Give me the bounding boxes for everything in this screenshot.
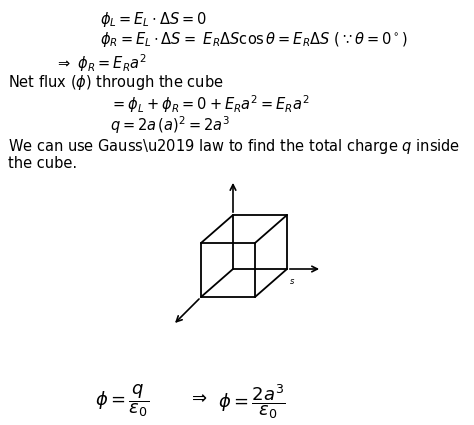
Text: $\phi_R = E_L \cdot \Delta S{=}\ E_R\Delta S\cos\theta = E_R\Delta S\ (\because\: $\phi_R = E_L \cdot \Delta S{=}\ E_R\Del… [100, 30, 408, 49]
Text: $\phi = \dfrac{q}{\varepsilon_0}$: $\phi = \dfrac{q}{\varepsilon_0}$ [95, 382, 149, 419]
Text: $\Rightarrow\ \phi_R = E_R a^2$: $\Rightarrow\ \phi_R = E_R a^2$ [55, 52, 147, 74]
Text: $\phi_L = E_L \cdot \Delta S = 0$: $\phi_L = E_L \cdot \Delta S = 0$ [100, 10, 207, 29]
Text: $q = 2a\,(a)^2 = 2a^3$: $q = 2a\,(a)^2 = 2a^3$ [110, 114, 230, 136]
Text: $s$: $s$ [289, 277, 295, 286]
Text: We can use Gauss\u2019 law to find the total charge $q$ inside: We can use Gauss\u2019 law to find the t… [8, 137, 460, 156]
Text: Net flux ($\phi$) through the cube: Net flux ($\phi$) through the cube [8, 73, 224, 92]
Text: $\phi = \dfrac{2a^3}{\varepsilon_0}$: $\phi = \dfrac{2a^3}{\varepsilon_0}$ [218, 382, 286, 421]
Text: $= \phi_L + \phi_R = 0 + E_R a^2 = E_R a^2$: $= \phi_L + \phi_R = 0 + E_R a^2 = E_R a… [110, 93, 310, 115]
Text: the cube.: the cube. [8, 156, 77, 171]
Text: $\Rightarrow$: $\Rightarrow$ [188, 388, 208, 406]
